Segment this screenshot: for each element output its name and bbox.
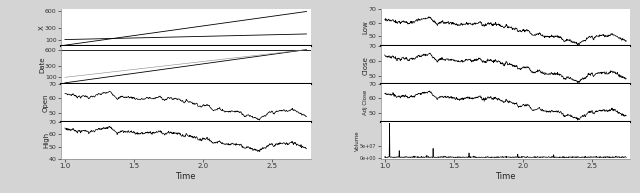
Y-axis label: High: High [43, 132, 49, 148]
Y-axis label: Volume: Volume [355, 130, 360, 151]
Y-axis label: Adj Close: Adj Close [364, 90, 368, 115]
Y-axis label: Close: Close [363, 56, 369, 74]
Y-axis label: X: X [39, 25, 45, 30]
X-axis label: Time: Time [495, 172, 516, 181]
Y-axis label: Date: Date [39, 57, 45, 73]
X-axis label: Time: Time [175, 172, 196, 181]
Y-axis label: Open: Open [43, 94, 49, 112]
Y-axis label: Low: Low [363, 21, 369, 34]
